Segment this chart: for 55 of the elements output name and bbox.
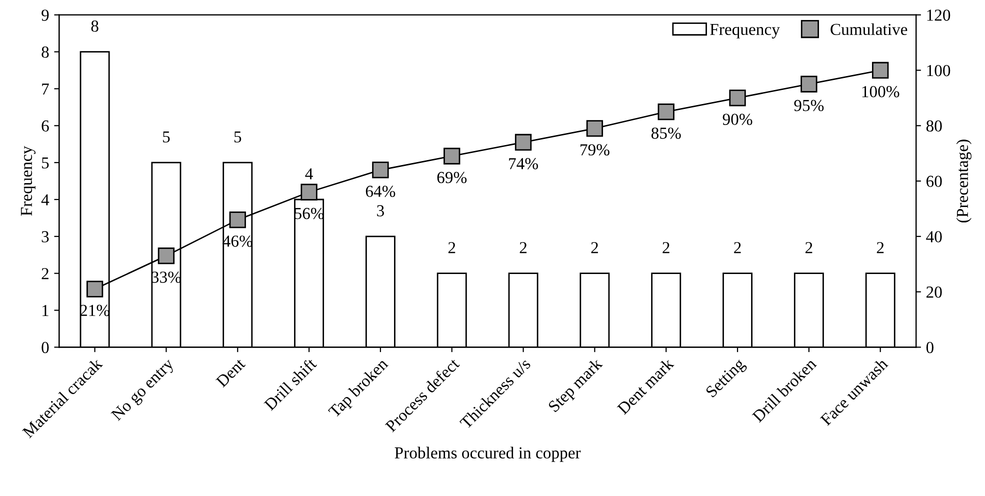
y-tick-label: 6 [42,120,49,132]
y2-tick-label: 60 [926,176,942,187]
data-label: 100% [862,86,900,98]
point [158,247,175,264]
y-tick-label: 2 [42,268,48,280]
data-label: 5 [163,131,170,143]
y-tick-label: 1 [42,305,48,316]
point [729,90,746,106]
data-label: 2 [448,242,456,254]
point [514,134,532,151]
data-label: 64% [366,186,396,198]
point [300,184,318,200]
legend-label: Frequency [710,24,780,38]
point [372,162,389,178]
y2-tick-label: 100 [927,64,950,76]
point [800,76,818,92]
y2-tick-label: 20 [926,286,942,298]
y2-tick-label: 40 [926,231,942,242]
data-label: 2 [662,242,670,254]
y-tick-label: 4 [41,194,50,206]
data-label: 74% [509,158,538,170]
data-label: 69% [437,172,467,184]
data-label: 2 [591,242,598,254]
y-tick-label: 9 [42,10,49,21]
data-label: 95% [794,100,824,112]
point [586,120,604,137]
data-label: 85% [651,128,681,139]
x-tick-label: Dent [216,357,246,388]
data-label: 2 [734,242,741,254]
point [872,62,889,79]
data-label: 5 [234,131,242,143]
data-label: 79% [580,144,610,156]
point [229,211,246,228]
data-label: 3 [377,205,384,216]
y-tick-label: 5 [42,157,49,169]
y2-tick-label: 80 [926,120,942,132]
y2-tick-label: 120 [927,10,950,21]
y-axis-title: Frequency [20,146,36,216]
y2-tick-label: 0 [926,342,934,354]
y-tick-label: 3 [42,231,49,242]
point [444,148,460,164]
y-tick-label: 8 [42,46,49,58]
data-label: 2 [520,242,527,254]
y-tick-label: 7 [42,84,49,95]
y2-axis-title: (Precentage) [956,140,972,222]
data-label: 8 [91,20,98,32]
x-axis-title: Problems occured in copper [394,446,581,462]
data-label: 2 [876,242,884,254]
legend-label: Cumulative [830,23,908,36]
data-label: 4 [305,168,313,180]
data-label: 2 [805,242,812,254]
point [86,280,104,298]
y-tick-label: 0 [42,342,49,354]
point [658,103,674,120]
data-label: 90% [722,114,752,126]
